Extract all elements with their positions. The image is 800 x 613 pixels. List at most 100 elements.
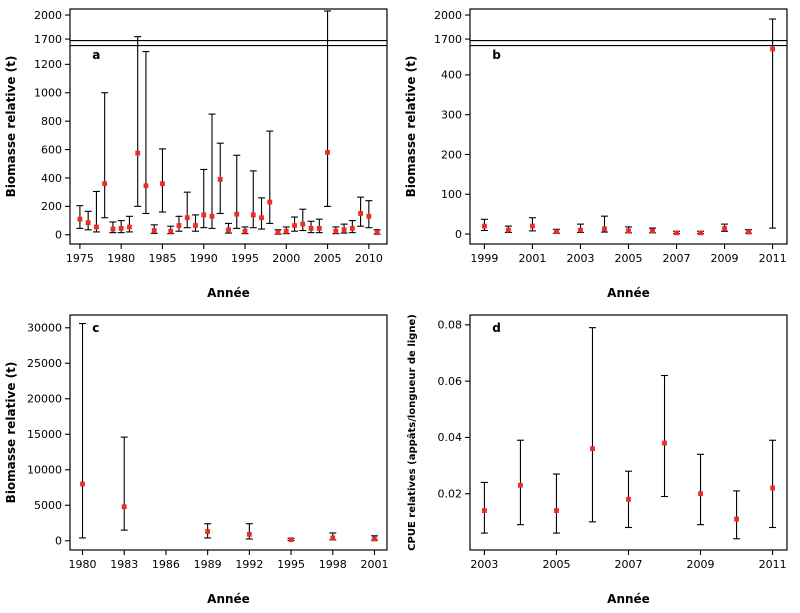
- panel-a: 0 200 400 600 800 1000 1200 1700 2000 1975 1980 198…: [0, 0, 400, 306]
- y-axis-label: Biomasse relative (t): [4, 362, 18, 504]
- y-tick-label: 200: [41, 200, 62, 213]
- x-tick-label: 2007: [663, 252, 691, 265]
- data-point: [110, 226, 116, 232]
- chart-panel-b: 0 100 200 300 400 1700 2000 1999 2001 2003 2005 200…: [404, 8, 788, 300]
- y-tick-label: 1700: [34, 33, 62, 46]
- x-tick-label: 1998: [319, 558, 347, 571]
- y-tick-label: 5000: [34, 499, 62, 512]
- axis-break: [70, 40, 387, 47]
- x-tick-label: 2009: [687, 558, 715, 571]
- x-axis-label: Année: [207, 592, 250, 606]
- x-tick-label: 1980: [69, 558, 97, 571]
- data-point: [770, 485, 775, 491]
- y-axis: 0 100 200 300 400 1700 2000: [434, 9, 470, 241]
- x-tick-label: 2011: [759, 558, 787, 571]
- panel-b: 0 100 200 300 400 1700 2000 1999 2001 2003 2005 200…: [400, 0, 800, 306]
- data-point: [121, 504, 127, 510]
- data-point: [374, 230, 380, 236]
- y-tick-label: 15000: [27, 428, 62, 441]
- x-axis-label: Année: [207, 286, 250, 300]
- x-tick-label: 2009: [711, 252, 739, 265]
- y-tick-label: 300: [441, 108, 462, 121]
- data-point: [662, 440, 667, 446]
- y-tick-label: 0: [55, 535, 62, 548]
- data-point: [316, 225, 322, 231]
- y-axis: 0 5000 10000 15000 20000 25000 30000: [27, 322, 70, 548]
- data-point: [554, 229, 559, 235]
- chart-panel-d: 0.02 0.04 0.06 0.08 2003 2005 2007 2009 2011 CPUE…: [406, 314, 788, 606]
- x-tick-label: 1990: [190, 252, 218, 265]
- panel-label: a: [92, 48, 100, 62]
- x-tick-label: 1995: [231, 252, 259, 265]
- x-tick-label: 1989: [194, 558, 222, 571]
- y-axis-label: Biomasse relative (t): [4, 56, 18, 198]
- data-point: [530, 223, 535, 229]
- y-tick-label: 1200: [34, 58, 62, 71]
- data-point: [242, 228, 248, 234]
- y-axis: 0 200 400 600 800 1000 1200 1700 2000: [34, 9, 70, 242]
- data-series: [480, 18, 777, 236]
- data-point: [288, 537, 294, 543]
- panel-label: b: [492, 48, 501, 62]
- y-tick-label: 1000: [34, 87, 62, 100]
- data-point: [746, 229, 751, 235]
- data-point: [205, 529, 211, 534]
- x-tick-label: 1986: [152, 558, 180, 571]
- panel-label: c: [92, 321, 99, 335]
- x-tick-label: 2001: [518, 252, 546, 265]
- x-tick-label: 1975: [66, 252, 94, 265]
- data-point: [358, 211, 363, 216]
- y-axis-label: CPUE relatives (appâts/longueur de ligne…: [406, 314, 418, 551]
- data-point: [209, 213, 215, 219]
- data-point: [118, 225, 124, 231]
- data-point: [325, 150, 330, 155]
- data-point: [201, 212, 207, 218]
- data-point: [333, 228, 339, 234]
- x-tick-label: 2010: [355, 252, 383, 265]
- x-tick-label: 1999: [470, 252, 498, 265]
- y-tick-label: 0: [455, 228, 462, 241]
- data-point: [283, 228, 289, 234]
- data-point: [308, 225, 314, 231]
- data-point: [590, 446, 595, 452]
- data-point: [85, 220, 91, 226]
- data-point: [151, 228, 157, 233]
- y-tick-label: 0.02: [438, 488, 463, 501]
- data-point: [366, 213, 372, 219]
- x-tick-label: 1992: [235, 558, 263, 571]
- axis-break: [470, 40, 787, 47]
- x-axis: 1980 1983 1986 1989 1992 1995 1998 2001: [69, 550, 388, 571]
- x-tick-label: 1995: [277, 558, 305, 571]
- y-tick-label: 400: [41, 172, 62, 185]
- data-series: [79, 322, 378, 543]
- plot-frame: [69, 314, 388, 551]
- y-tick-label: 400: [441, 69, 462, 82]
- x-axis: 1999 2001 2003 2005 2007 2009 2011: [470, 244, 787, 265]
- data-point: [518, 482, 523, 488]
- x-tick-label: 2005: [314, 252, 342, 265]
- x-tick-label: 2003: [470, 558, 498, 571]
- x-axis: 2003 2005 2007 2009 2011: [470, 550, 787, 571]
- data-point: [226, 227, 231, 233]
- data-series: [480, 327, 777, 540]
- data-point: [217, 176, 223, 182]
- data-series: [76, 10, 381, 236]
- data-point: [698, 491, 703, 497]
- data-point: [80, 481, 85, 487]
- y-tick-label: 1700: [434, 33, 462, 46]
- data-point: [176, 223, 182, 228]
- data-point: [674, 230, 679, 236]
- y-tick-label: 100: [441, 188, 462, 201]
- plot-frame: [69, 8, 388, 245]
- y-tick-label: 10000: [27, 464, 62, 477]
- data-point: [506, 227, 511, 233]
- panel-c: 0 5000 10000 15000 20000 25000 30000 1980 1983 19…: [0, 306, 400, 613]
- chart-panel-a: 0 200 400 600 800 1000 1200 1700 2000 1975 1980 198…: [4, 8, 388, 300]
- data-point: [193, 223, 198, 228]
- data-point: [330, 535, 336, 541]
- data-point: [482, 508, 487, 513]
- data-point: [770, 46, 775, 52]
- data-point: [267, 199, 273, 205]
- data-point: [578, 227, 583, 233]
- x-tick-label: 2005: [542, 558, 570, 571]
